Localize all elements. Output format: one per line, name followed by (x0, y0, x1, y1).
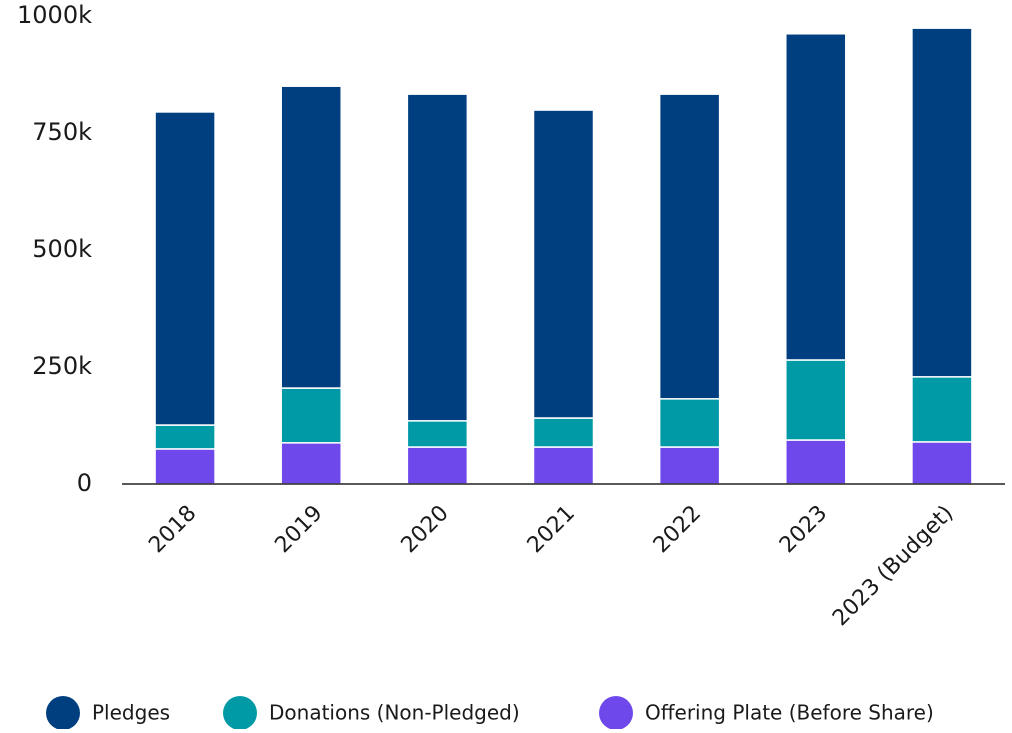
bar-segment (154, 111, 216, 426)
x-tick-label: 2018 (144, 501, 201, 558)
bar-segment (280, 442, 342, 485)
x-tick-label: 2022 (649, 501, 706, 558)
bar-segment (532, 109, 595, 419)
bar-segment (406, 446, 469, 485)
y-tick-label: 500k (32, 235, 92, 263)
bar-segment (785, 359, 847, 441)
x-tick-label: 2023 (775, 501, 832, 558)
legend-label: Offering Plate (Before Share) (645, 701, 934, 725)
bar-segment (658, 93, 721, 400)
x-tick-label: 2020 (397, 501, 454, 558)
bar-segment (658, 398, 721, 448)
bar-segment (280, 85, 342, 389)
x-tick-label: 2023 (Budget) (828, 501, 958, 631)
y-tick-label: 1000k (17, 1, 92, 29)
bar-segment (532, 417, 595, 448)
bar-segment (911, 441, 973, 485)
y-tick-label: 750k (32, 118, 92, 146)
x-tick-label: 2019 (270, 501, 327, 558)
legend-swatch (46, 696, 80, 730)
bar-segment (406, 420, 469, 448)
bar-segment (154, 424, 216, 450)
y-tick-label: 0 (77, 469, 92, 497)
y-tick-label: 250k (32, 352, 92, 380)
bar-segment (785, 439, 847, 485)
legend-swatch (223, 696, 257, 730)
bar-segment (911, 376, 973, 443)
legend-label: Donations (Non-Pledged) (269, 701, 520, 725)
bar-segment (280, 387, 342, 444)
bar-segment (658, 446, 721, 485)
legend-label: Pledges (92, 701, 170, 725)
bar-segment (154, 448, 216, 485)
bar-segment (532, 446, 595, 485)
x-tick-label: 2021 (523, 501, 580, 558)
legend-swatch (599, 696, 633, 730)
bar-segment (406, 93, 469, 422)
bar-segment (785, 33, 847, 361)
bar-segment (911, 27, 973, 378)
